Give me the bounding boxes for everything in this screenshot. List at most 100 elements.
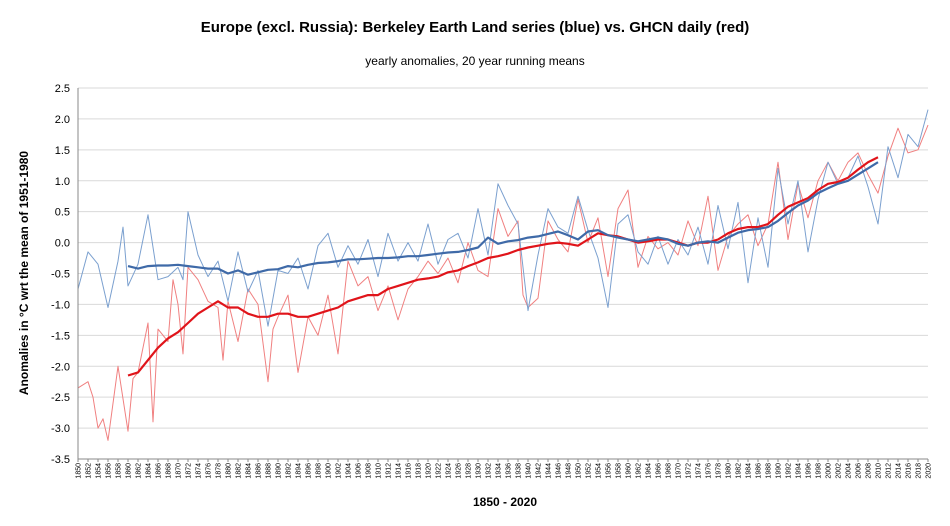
x-tick-label: 1998 [816, 463, 823, 479]
x-tick-label: 1988 [766, 463, 773, 479]
x-tick-label: 1968 [666, 463, 673, 479]
x-tick-label: 1986 [756, 463, 763, 479]
y-tick-label: -1.0 [51, 299, 70, 311]
x-tick-label: 1938 [516, 463, 523, 479]
x-tick-label: 1918 [416, 463, 423, 479]
x-tick-label: 2020 [926, 463, 933, 479]
x-tick-label: 2014 [896, 463, 903, 479]
x-tick-label: 1976 [706, 463, 713, 479]
x-tick-label: 1960 [626, 463, 633, 479]
y-tick-label: -0.5 [51, 269, 70, 281]
y-tick-label: 2.5 [55, 83, 70, 95]
y-axis-title: Anomalies in °C wrt the mean of 1951-198… [17, 151, 31, 396]
series-lines [77, 109, 929, 441]
x-tick-label: 1854 [96, 463, 103, 479]
x-tick-label: 1878 [216, 463, 223, 479]
x-tick-label: 1886 [256, 463, 263, 479]
x-tick-label: 1980 [726, 463, 733, 479]
x-tick-label: 1996 [806, 463, 813, 479]
x-tick-label: 1880 [226, 463, 233, 479]
x-tick-label: 1894 [296, 463, 303, 479]
x-tick-label: 1948 [566, 463, 573, 479]
x-tick-label: 1916 [406, 463, 413, 479]
x-tick-label: 1870 [176, 463, 183, 479]
x-tick-label: 1962 [636, 463, 643, 479]
x-tick-label: 1928 [466, 463, 473, 479]
x-tick-label: 2018 [916, 463, 923, 479]
x-tick-label: 1992 [786, 463, 793, 479]
x-tick-label: 1952 [586, 463, 593, 479]
x-tick-label: 1984 [746, 463, 753, 479]
x-tick-label: 1898 [316, 463, 323, 479]
x-tick-label: 2006 [856, 463, 863, 479]
red-running-mean-line [127, 156, 879, 377]
x-tick-label: 1900 [326, 463, 333, 479]
y-tick-label: -3.0 [51, 423, 70, 435]
chart-title: Europe (excl. Russia): Berkeley Earth La… [201, 19, 750, 36]
x-tick-label: 1902 [336, 463, 343, 479]
blue-yearly-line [77, 109, 929, 327]
x-axis-title: 1850 - 2020 [473, 495, 537, 509]
y-tick-label: -1.5 [51, 330, 70, 342]
x-tick-label: 1884 [246, 463, 253, 479]
x-tick-label: 1852 [86, 463, 93, 479]
x-tick-label: 1974 [696, 463, 703, 479]
x-tick-label: 2012 [886, 463, 893, 479]
chart-subtitle: yearly anomalies, 20 year running means [365, 54, 584, 68]
x-tick-label: 1908 [366, 463, 373, 479]
x-tick-label: 1882 [236, 463, 243, 479]
x-tick-label: 2002 [836, 463, 843, 479]
x-tick-label: 1874 [196, 463, 203, 479]
x-tick-label: 1876 [206, 463, 213, 479]
x-tick-label: 1956 [606, 463, 613, 479]
x-tick-label: 1958 [616, 463, 623, 479]
x-tick-label: 1964 [646, 463, 653, 479]
x-tick-label: 1858 [116, 463, 123, 479]
x-tick-label: 1856 [106, 463, 113, 479]
y-tick-label: -2.5 [51, 392, 70, 404]
x-tick-label: 1906 [356, 463, 363, 479]
x-tick-label: 1866 [156, 463, 163, 479]
x-tick-label: 1940 [526, 463, 533, 479]
x-tick-label: 1946 [556, 463, 563, 479]
y-tick-label: 2.0 [55, 114, 70, 126]
x-tick-label: 1924 [446, 463, 453, 479]
grid-lines [78, 87, 928, 460]
x-tick-label: 1892 [286, 463, 293, 479]
x-tick-label: 1950 [576, 463, 583, 479]
x-tick-label: 1850 [76, 463, 83, 479]
y-tick-label: 0.5 [55, 207, 70, 219]
x-tick-label: 1990 [776, 463, 783, 479]
x-tick-label: 1942 [536, 463, 543, 479]
x-tick-label: 1930 [476, 463, 483, 479]
x-tick-label: 1944 [546, 463, 553, 479]
x-tick-label: 1922 [436, 463, 443, 479]
x-tick-label: 1972 [686, 463, 693, 479]
x-tick-label: 2016 [906, 463, 913, 479]
x-tick-label: 1934 [496, 463, 503, 479]
x-tick-label: 1864 [146, 463, 153, 479]
x-tick-label: 1966 [656, 463, 663, 479]
x-tick-label: 1936 [506, 463, 513, 479]
x-tick-label: 1970 [676, 463, 683, 479]
x-tick-label: 1978 [716, 463, 723, 479]
x-tick-label: 1862 [136, 463, 143, 479]
y-tick-label: -3.5 [51, 454, 70, 466]
x-tick-label: 1910 [376, 463, 383, 479]
x-tick-label: 1926 [456, 463, 463, 479]
x-tick-label: 2008 [866, 463, 873, 479]
x-tick-label: 1932 [486, 463, 493, 479]
x-tick-label: 2000 [826, 463, 833, 479]
y-tick-label: 0.0 [55, 238, 70, 250]
axes: 2.5 2.0 1.5 1.0 0.5 0.0 -0.5 -1.0 -1.5 -2.0 -2.5 -3… [51, 83, 932, 479]
x-tick-label: 2004 [846, 463, 853, 479]
red-yearly-line [77, 124, 929, 441]
x-tick-label: 2010 [876, 463, 883, 479]
x-tick-label: 1890 [276, 463, 283, 479]
x-tick-label: 1868 [166, 463, 173, 479]
x-tick-label: 1954 [596, 463, 603, 479]
x-tick-label: 1914 [396, 463, 403, 479]
y-tick-label: 1.0 [55, 176, 70, 188]
x-tick-label: 1982 [736, 463, 743, 479]
blue-running-mean-line [127, 161, 879, 276]
